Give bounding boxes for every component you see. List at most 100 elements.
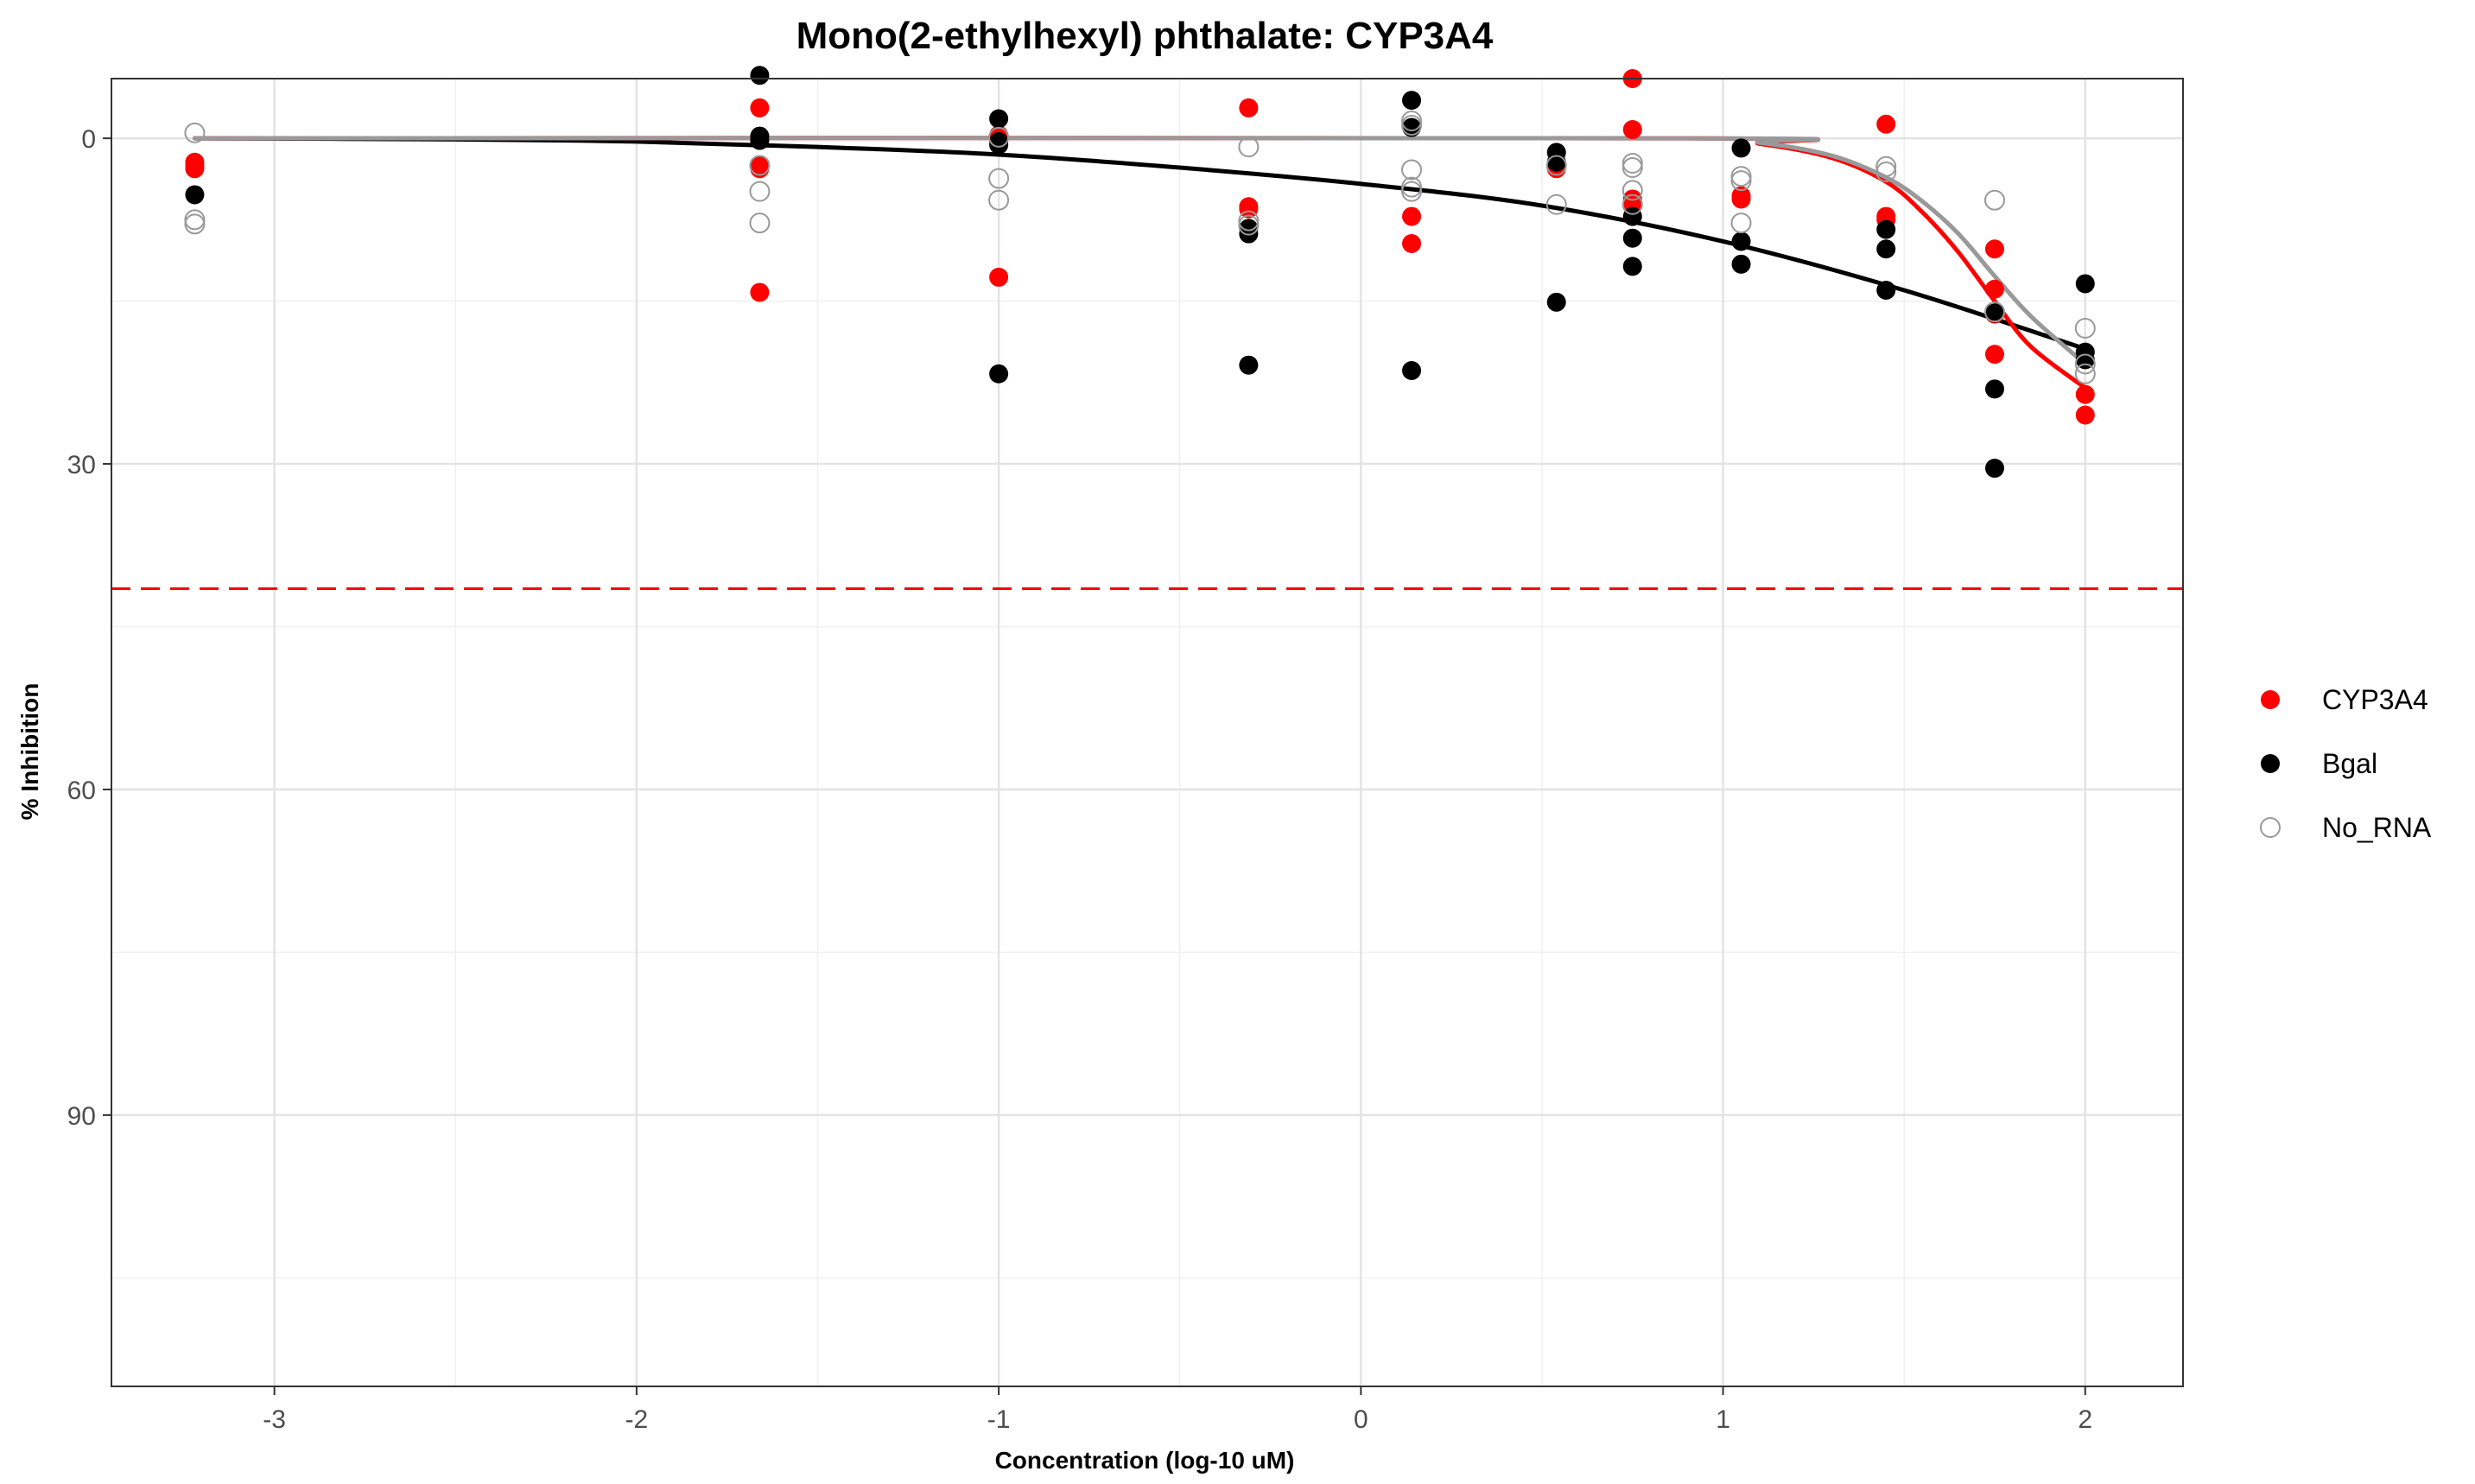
bgal-point	[1731, 231, 1751, 251]
bgal-point	[1546, 292, 1566, 312]
no-rna-point	[1730, 166, 1752, 187]
bgal-point	[2075, 274, 2095, 294]
no-rna-point	[988, 168, 1010, 189]
cyp3a4-point	[1239, 199, 1259, 219]
bgal-point	[1622, 228, 1642, 248]
no-rna-point	[2074, 353, 2096, 375]
no-rna-point	[1621, 193, 1643, 215]
bgal-point	[989, 364, 1009, 384]
x-axis-title: Concentration (log-10 uM)	[995, 1447, 1295, 1474]
no-rna-point	[1401, 181, 1423, 202]
grid-layer	[111, 79, 2183, 1386]
no-rna-point	[1621, 157, 1643, 179]
cyp3a4-point	[1876, 114, 1896, 134]
cyp3a4-point	[1985, 345, 2004, 365]
legend-label-cyp3a4: CYP3A4	[2322, 684, 2428, 715]
no-rna-point	[1545, 155, 1567, 176]
cyp3a4-point	[2075, 384, 2095, 404]
bgal-point	[989, 109, 1009, 129]
no-rna-fit-curve	[192, 136, 2088, 366]
plot-background	[111, 79, 2183, 1386]
no-rna-point	[184, 122, 206, 143]
bgal-point	[1731, 254, 1751, 274]
no-rna-point	[1238, 214, 1260, 236]
plot-border	[111, 78, 2184, 1387]
bgal-point	[1876, 239, 1896, 259]
legend-key-no-rna	[2260, 817, 2281, 838]
no-rna-point	[988, 126, 1010, 148]
legend-label-bgal: Bgal	[2322, 748, 2377, 779]
no-rna-point	[1730, 170, 1752, 192]
bgal-point	[1402, 91, 1422, 111]
x-tick-label: 0	[1354, 1405, 1368, 1434]
y-axis-title: % Inhibition	[16, 683, 43, 821]
cyp3a4-point	[750, 282, 770, 302]
no-rna-point	[1875, 155, 1897, 177]
legend: CYP3A4 Bgal No_RNA	[2260, 684, 2432, 843]
bgal-point	[989, 135, 1009, 155]
no-rna-point	[1401, 115, 1423, 136]
x-tick-label: 1	[1716, 1405, 1730, 1434]
no-rna-point	[1238, 210, 1260, 231]
legend-label-no-rna: No_RNA	[2322, 812, 2432, 843]
chart-title: Mono(2-ethylhexyl) phthalate: CYP3A4	[796, 15, 1494, 57]
cyp3a4-point	[185, 159, 205, 179]
cyp3a4-point	[1402, 233, 1422, 253]
no-rna-point	[1401, 111, 1423, 132]
bgal-point	[1876, 281, 1896, 301]
x-tick-label: -2	[625, 1405, 649, 1434]
no-rna-point	[184, 209, 206, 231]
bgal-point	[1985, 379, 2004, 399]
bgal-point	[1402, 117, 1422, 137]
no-rna-point	[1238, 136, 1260, 158]
no-rna-point	[184, 213, 206, 235]
bgal-point	[1402, 360, 1422, 380]
no-rna-point	[1875, 162, 1897, 183]
cyp3a4-point	[1731, 189, 1751, 209]
bgal-point	[1622, 257, 1642, 276]
bgal-point	[750, 130, 770, 150]
bgal-point	[1985, 303, 2004, 323]
cyp3a4-point	[2075, 405, 2095, 425]
cyp3a4-point	[1985, 279, 2004, 299]
no-rna-point	[749, 212, 771, 234]
x-tick-label: -1	[987, 1405, 1011, 1434]
no-rna-point	[749, 155, 771, 176]
no-rna-point	[1621, 180, 1643, 201]
cyp3a4-point	[1622, 120, 1642, 140]
cyp3a4-point	[750, 98, 770, 117]
y-tick-label: 30	[67, 451, 96, 479]
no-rna-point	[1401, 159, 1423, 181]
x-tick-label: 2	[2078, 1405, 2092, 1434]
bgal-point	[1239, 355, 1259, 375]
y-tick-label: 0	[81, 125, 96, 154]
x-tick-label: -3	[263, 1405, 286, 1434]
no-rna-point	[1545, 193, 1567, 215]
point-layer	[184, 66, 2096, 479]
y-tick-label: 90	[67, 1102, 96, 1131]
bgal-point	[1985, 459, 2004, 479]
no-rna-point	[1984, 189, 2005, 211]
cyp3a4-point	[1402, 206, 1422, 226]
y-tick-label: 60	[67, 777, 96, 805]
no-rna-point	[1984, 301, 2005, 323]
bgal-point	[1622, 206, 1642, 226]
no-rna-point	[1621, 153, 1643, 174]
cyp3a4-point	[1985, 239, 2004, 259]
cyp3a4-point	[989, 267, 1009, 287]
bgal-point	[1876, 219, 1896, 239]
no-rna-point	[1730, 212, 1752, 234]
no-rna-point	[988, 189, 1010, 211]
no-rna-point	[749, 181, 771, 202]
no-rna-point	[2074, 317, 2096, 339]
bgal-point	[1731, 138, 1751, 158]
bgal-point	[185, 185, 205, 205]
legend-key-bgal	[2261, 754, 2280, 773]
axis-layer: -3 -2 -1 0 1 2 0 30 60 90	[67, 125, 2093, 1434]
cyp3a4-point	[1239, 98, 1259, 117]
no-rna-point	[1401, 176, 1423, 198]
legend-key-cyp3a4	[2261, 690, 2280, 709]
no-rna-point	[2074, 363, 2096, 384]
